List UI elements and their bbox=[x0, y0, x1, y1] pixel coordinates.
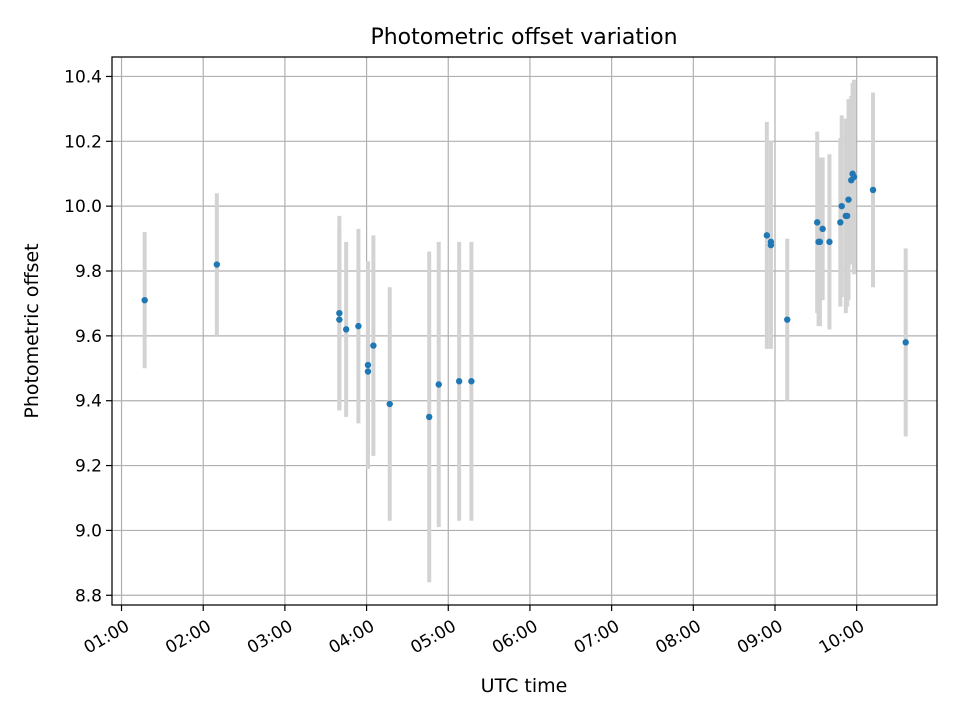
x-tick-label: 06:00 bbox=[489, 616, 541, 658]
y-tick-label: 10.4 bbox=[64, 67, 102, 87]
data-point bbox=[468, 378, 475, 385]
data-point bbox=[141, 296, 148, 304]
x-tick-label: 01:00 bbox=[81, 616, 133, 658]
data-point bbox=[784, 316, 791, 323]
data-point bbox=[364, 368, 372, 375]
data-point bbox=[816, 238, 824, 246]
data-point bbox=[850, 173, 858, 181]
data-point bbox=[826, 238, 833, 246]
y-axis-label: Photometric offset bbox=[21, 243, 43, 418]
x-tick-label: 03:00 bbox=[244, 616, 296, 658]
data-point bbox=[455, 378, 463, 385]
data-point bbox=[386, 400, 393, 408]
data-point bbox=[364, 361, 372, 369]
data-point bbox=[763, 232, 771, 239]
y-tick-label: 9.8 bbox=[75, 262, 102, 282]
data-point bbox=[813, 219, 821, 226]
plot-frame bbox=[111, 56, 938, 606]
data-point bbox=[435, 381, 442, 388]
y-tick-label: 9.4 bbox=[75, 392, 102, 412]
data-point bbox=[355, 322, 362, 330]
y-tick-label: 9.6 bbox=[75, 327, 102, 347]
y-tick-label: 10.2 bbox=[64, 132, 102, 152]
data-point bbox=[838, 202, 845, 210]
x-tick-label: 04:00 bbox=[326, 616, 378, 658]
y-tick-label: 10.0 bbox=[64, 197, 102, 217]
y-tick-label: 9.0 bbox=[75, 521, 102, 541]
data-point bbox=[342, 326, 350, 333]
y-tick-label: 9.2 bbox=[75, 457, 102, 477]
data-point bbox=[336, 316, 343, 323]
data-point bbox=[845, 196, 852, 203]
data-point bbox=[370, 342, 377, 349]
x-tick-label: 02:00 bbox=[162, 616, 214, 658]
y-axis: 8.8 9.0 9.2 9.4 9.6 9.8 10.0 10.2 10.4 bbox=[64, 67, 112, 606]
error-bars bbox=[142, 79, 908, 583]
chart-title: Photometric offset variation bbox=[370, 25, 677, 50]
x-tick-label: 09:00 bbox=[734, 616, 786, 658]
x-tick-label: 10:00 bbox=[816, 616, 868, 658]
data-point bbox=[869, 186, 877, 194]
data-point bbox=[819, 225, 826, 233]
data-point bbox=[837, 219, 844, 226]
x-tick-label: 05:00 bbox=[407, 616, 459, 658]
data-point bbox=[213, 261, 221, 268]
data-point bbox=[902, 339, 909, 346]
data-point bbox=[843, 212, 851, 220]
data-point bbox=[426, 413, 433, 421]
data-points bbox=[141, 170, 909, 421]
x-tick-label: 07:00 bbox=[571, 616, 623, 658]
data-point bbox=[767, 241, 775, 249]
x-axis: 01:00 02:00 03:00 04:00 05:00 06:00 07:00 08:00… bbox=[81, 605, 868, 658]
data-point bbox=[336, 309, 343, 317]
x-tick-label: 08:00 bbox=[652, 616, 704, 658]
y-tick-label: 8.8 bbox=[75, 586, 102, 606]
x-axis-label: UTC time bbox=[481, 675, 568, 697]
grid-lines bbox=[112, 57, 937, 605]
